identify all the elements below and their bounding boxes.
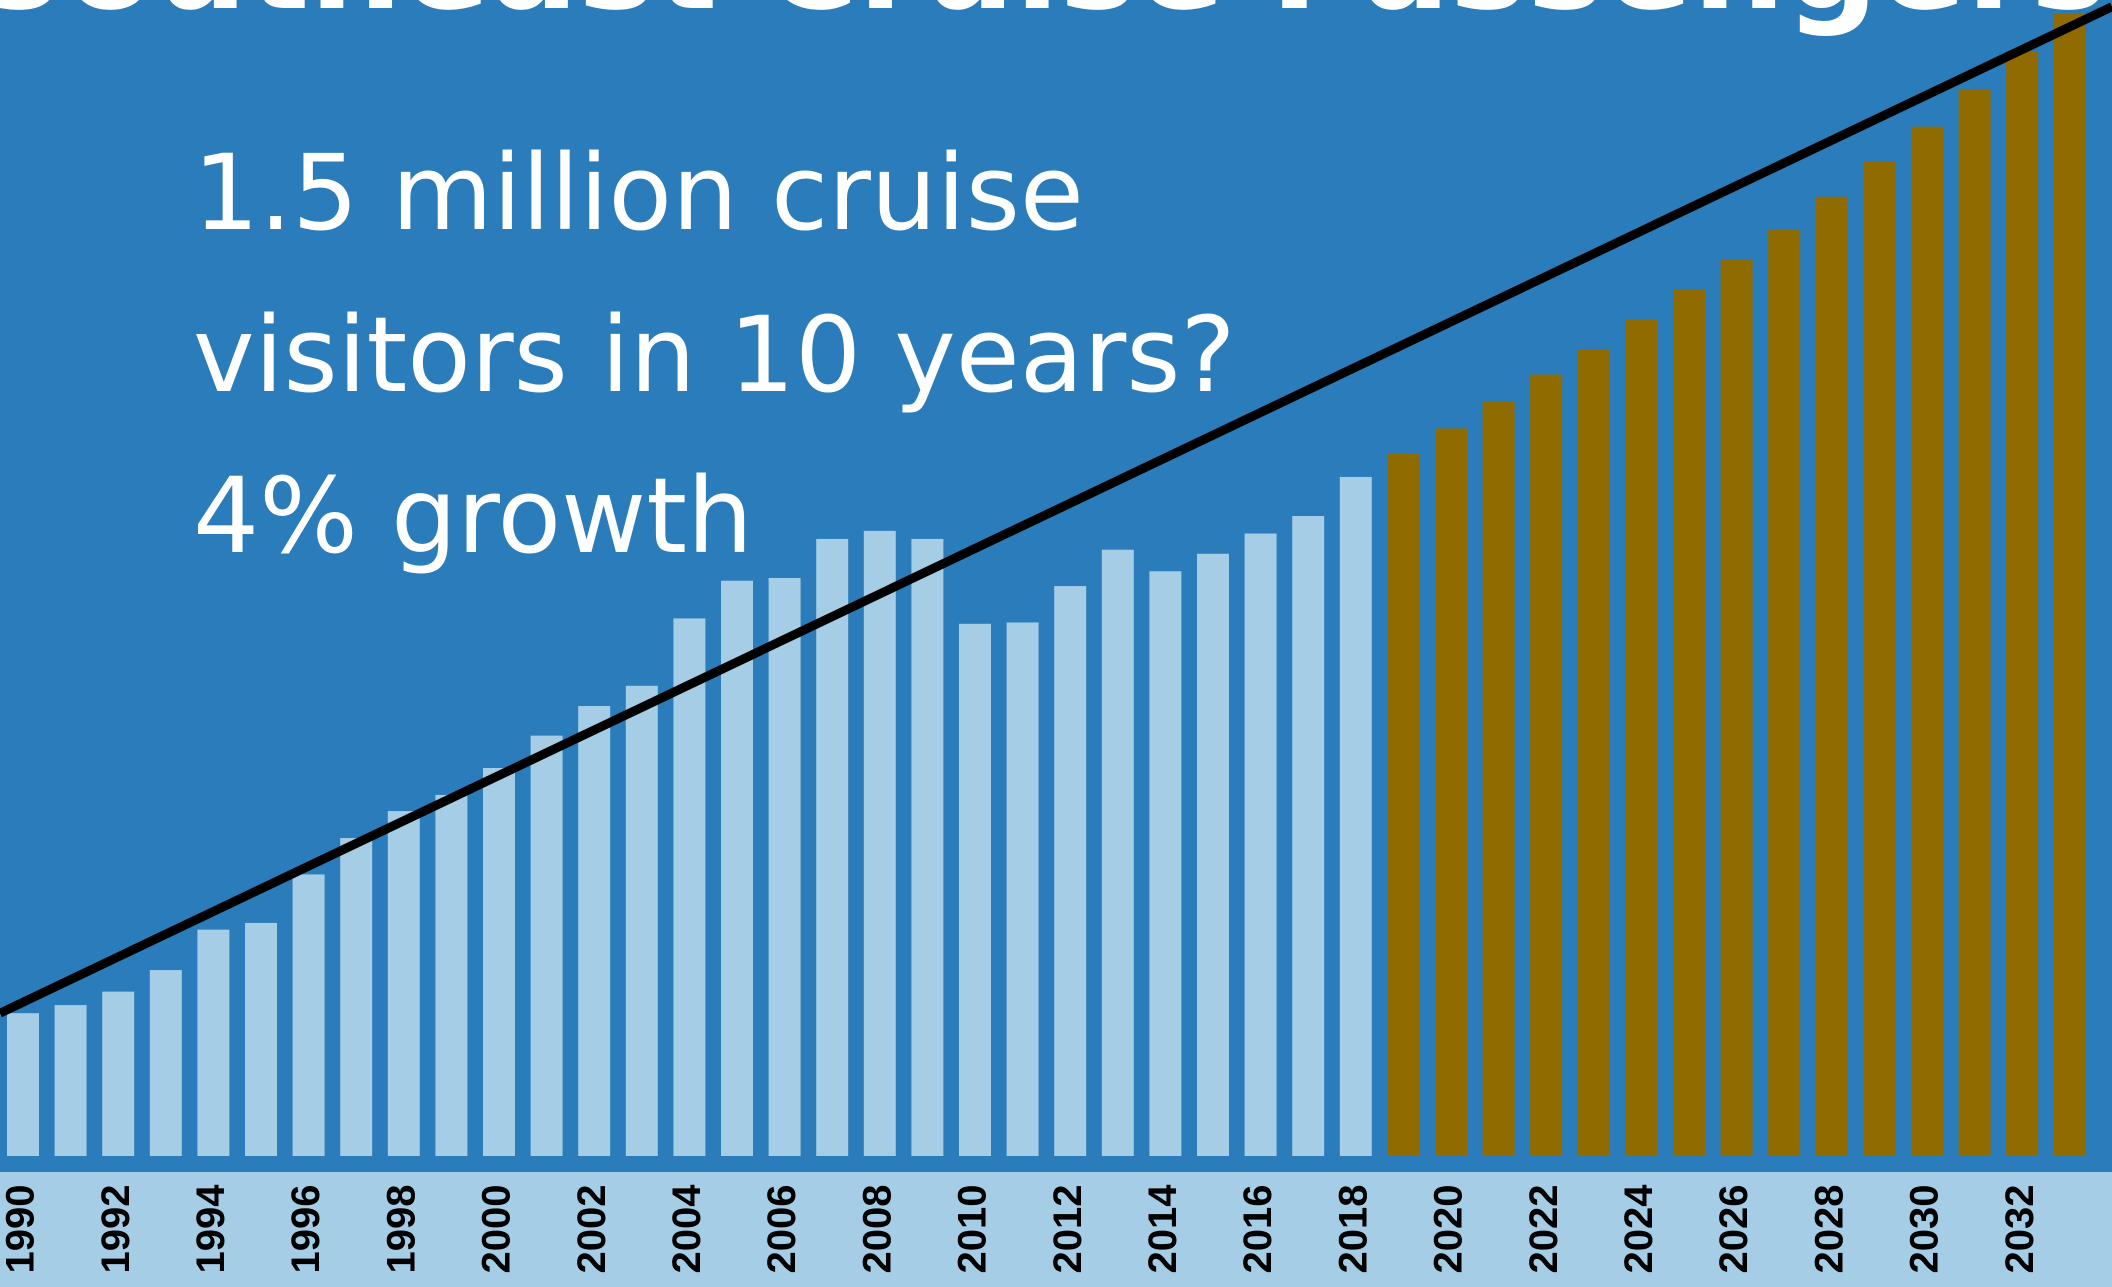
x-tick-label: 1996 [284, 1185, 328, 1274]
bar [435, 794, 468, 1156]
bar [1625, 319, 1658, 1156]
bar [1197, 553, 1229, 1156]
bar [1339, 476, 1372, 1156]
bar [54, 1005, 87, 1156]
x-tick-label: 2000 [475, 1185, 519, 1274]
bar [1815, 196, 1848, 1156]
bar [578, 705, 611, 1156]
bar [768, 578, 801, 1156]
x-tick-label: 1990 [0, 1185, 43, 1274]
bar [625, 685, 658, 1156]
x-tick-label: 2006 [760, 1185, 804, 1274]
x-tick-label: 1998 [379, 1185, 423, 1274]
bar [1958, 88, 1991, 1156]
bar [1768, 229, 1801, 1156]
bar [1149, 571, 1182, 1156]
bar [530, 735, 563, 1156]
bar [1530, 374, 1563, 1156]
bar [1863, 161, 1896, 1156]
bar [2006, 51, 2039, 1157]
bar [7, 1013, 39, 1156]
bar [1387, 454, 1420, 1156]
bar [673, 618, 706, 1156]
x-tick-label: 2004 [665, 1184, 709, 1274]
x-tick-label: 2028 [1807, 1185, 1851, 1274]
x-tick-label: 2012 [1046, 1185, 1090, 1274]
x-tick-label: 2020 [1427, 1185, 1471, 1274]
bar [1577, 348, 1610, 1157]
bar [1054, 586, 1087, 1156]
x-tick-label: 1994 [189, 1184, 233, 1274]
bar [1911, 126, 1943, 1156]
bar [1673, 289, 1705, 1156]
bar [292, 874, 325, 1156]
bar [149, 970, 182, 1156]
annotation: 4% growth [193, 455, 753, 577]
x-tick-label: 2022 [1522, 1185, 1566, 1274]
x-tick-label: 2014 [1141, 1184, 1185, 1274]
bar [197, 929, 230, 1156]
chart-title: Southeast Cruise Passengers [0, 0, 2108, 39]
bar [483, 767, 515, 1156]
bar [1006, 622, 1039, 1156]
bar [1720, 260, 1753, 1157]
bar [245, 922, 277, 1156]
annotation: 1.5 million cruise [193, 132, 1084, 254]
x-tick-label: 2008 [855, 1185, 899, 1274]
bar [863, 530, 896, 1156]
x-tick-label: 2002 [570, 1185, 614, 1274]
bar [1244, 533, 1277, 1156]
bar [1435, 428, 1467, 1157]
x-tick-label: 2024 [1617, 1184, 1661, 1274]
axis-band [0, 1172, 2112, 1287]
bars [7, 13, 2086, 1157]
bar [387, 811, 420, 1156]
bar [1101, 549, 1134, 1156]
bar [340, 838, 373, 1156]
bar [959, 623, 991, 1156]
bar [911, 538, 944, 1156]
bar [102, 991, 135, 1156]
x-tick-label: 2016 [1236, 1185, 1280, 1274]
x-tick-label: 2032 [1998, 1185, 2042, 1274]
x-tick-label: 1992 [94, 1185, 138, 1274]
bar [2053, 13, 2086, 1157]
x-tick-label: 2018 [1331, 1185, 1375, 1274]
x-tick-label: 2030 [1903, 1185, 1947, 1274]
trend-line [0, 2, 2112, 1018]
bar [1292, 516, 1325, 1156]
bar [816, 538, 849, 1156]
bar [1482, 401, 1515, 1156]
annotation: visitors in 10 years? [193, 294, 1236, 416]
x-tick-label: 2026 [1712, 1185, 1756, 1274]
x-tick-label: 2010 [951, 1185, 995, 1274]
bar [721, 580, 753, 1156]
